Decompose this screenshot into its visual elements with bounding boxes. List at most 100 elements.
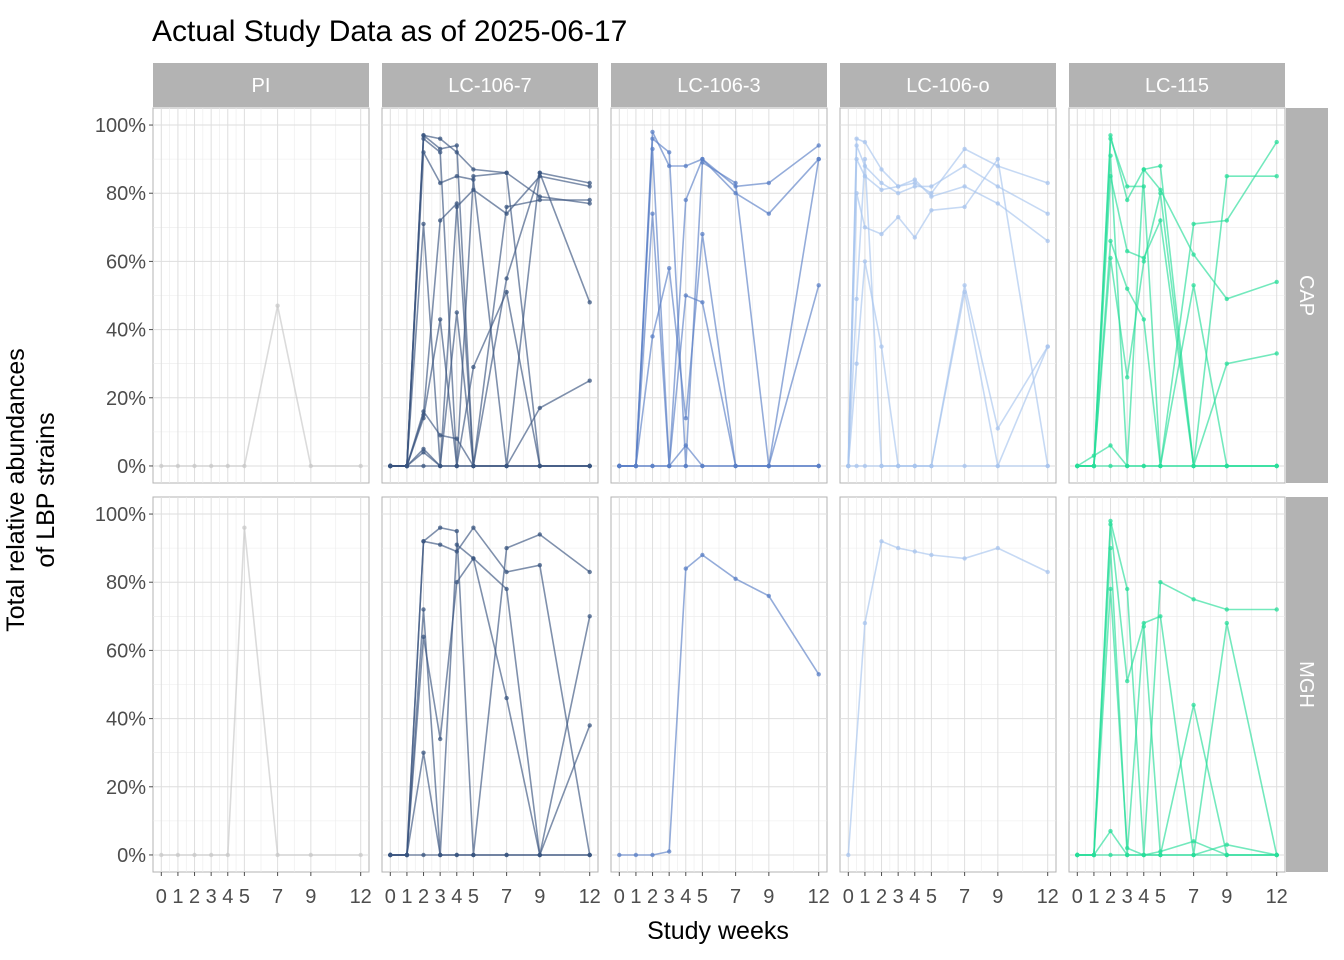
y-tick-label: 100% bbox=[95, 115, 146, 137]
data-point bbox=[846, 852, 851, 858]
data-point bbox=[1224, 296, 1230, 302]
data-point bbox=[1045, 344, 1050, 349]
data-point bbox=[854, 361, 859, 366]
data-point bbox=[504, 569, 509, 575]
x-tick-label: 2 bbox=[189, 886, 200, 908]
data-point bbox=[733, 180, 738, 186]
data-point bbox=[471, 177, 476, 182]
data-point bbox=[962, 556, 967, 561]
x-tick-label: 12 bbox=[1037, 886, 1059, 908]
data-point bbox=[454, 463, 459, 469]
data-point bbox=[1274, 279, 1279, 285]
x-tick-label: 0 bbox=[1072, 886, 1083, 908]
x-axis-title: Study weeks bbox=[647, 917, 789, 945]
data-point bbox=[1141, 167, 1147, 172]
data-point bbox=[766, 180, 771, 186]
series-7 bbox=[617, 463, 821, 469]
data-point bbox=[275, 852, 280, 858]
y-tick-label: 0% bbox=[117, 456, 146, 478]
data-point bbox=[1224, 620, 1230, 626]
data-point bbox=[537, 405, 542, 411]
data-point bbox=[1108, 828, 1113, 834]
data-point bbox=[700, 231, 705, 237]
data-point bbox=[929, 463, 934, 469]
data-point bbox=[1224, 607, 1230, 612]
data-point bbox=[454, 143, 459, 148]
data-point bbox=[438, 542, 443, 547]
data-point bbox=[1158, 852, 1163, 858]
data-point bbox=[879, 187, 884, 192]
data-point bbox=[421, 409, 426, 414]
data-point bbox=[438, 218, 443, 223]
data-point bbox=[438, 146, 443, 152]
data-point bbox=[537, 194, 542, 199]
data-point bbox=[1141, 620, 1147, 626]
data-point bbox=[929, 194, 934, 199]
series-1 bbox=[846, 539, 1050, 858]
data-point bbox=[862, 259, 868, 264]
data-point bbox=[1141, 624, 1147, 629]
data-point bbox=[1158, 218, 1163, 223]
data-point bbox=[1125, 845, 1130, 851]
data-point bbox=[587, 180, 592, 186]
x-tick-label: 2 bbox=[1105, 886, 1116, 908]
data-point bbox=[633, 463, 639, 469]
data-point bbox=[854, 143, 859, 148]
data-point bbox=[650, 334, 655, 339]
x-tick-label: 7 bbox=[730, 886, 741, 908]
data-point bbox=[1045, 211, 1050, 216]
data-point bbox=[421, 463, 426, 469]
data-point bbox=[962, 289, 967, 295]
data-point bbox=[1075, 852, 1080, 858]
data-point bbox=[504, 852, 509, 858]
data-point bbox=[159, 852, 164, 858]
facet-strip-lc-106-o: LC-106-o bbox=[840, 63, 1056, 107]
x-tick-label: 4 bbox=[680, 886, 691, 908]
x-tick-label: 0 bbox=[156, 886, 167, 908]
data-point bbox=[1158, 849, 1163, 854]
data-point bbox=[995, 156, 1000, 162]
strip-background bbox=[153, 63, 369, 107]
data-point bbox=[1108, 522, 1113, 527]
data-point bbox=[421, 150, 426, 155]
data-point bbox=[854, 191, 859, 196]
y-axis-title-line-2: of LBP strains bbox=[32, 412, 60, 567]
data-point bbox=[995, 184, 1000, 189]
series-1 bbox=[617, 552, 821, 858]
data-point bbox=[358, 463, 363, 469]
data-point bbox=[454, 852, 459, 858]
data-point bbox=[504, 463, 509, 469]
x-tick-label: 0 bbox=[614, 886, 625, 908]
data-point bbox=[879, 180, 884, 186]
data-point bbox=[912, 549, 917, 554]
x-tick-label: 3 bbox=[893, 886, 904, 908]
series-line bbox=[847, 137, 1048, 467]
x-tick-label: 7 bbox=[272, 886, 283, 908]
data-point bbox=[816, 283, 821, 288]
data-point bbox=[537, 563, 542, 568]
data-point bbox=[912, 463, 917, 469]
data-point bbox=[862, 225, 868, 230]
data-point bbox=[879, 231, 884, 237]
data-point bbox=[587, 201, 592, 206]
data-point bbox=[587, 463, 592, 469]
data-point bbox=[862, 620, 868, 626]
data-point bbox=[1191, 839, 1196, 844]
data-point bbox=[438, 150, 443, 155]
panel-lc-115-cap bbox=[1068, 107, 1286, 484]
data-point bbox=[617, 463, 622, 469]
x-tick-label: 12 bbox=[579, 886, 601, 908]
series-1 bbox=[159, 525, 363, 858]
data-point bbox=[1045, 569, 1050, 575]
data-point bbox=[667, 463, 672, 469]
data-point bbox=[504, 170, 509, 175]
data-point bbox=[962, 283, 967, 288]
data-point bbox=[388, 463, 393, 469]
data-point bbox=[421, 852, 426, 858]
y-tick-label: 100% bbox=[95, 504, 146, 526]
data-point bbox=[587, 723, 592, 728]
x-tick-label: 3 bbox=[435, 886, 446, 908]
data-point bbox=[896, 545, 901, 551]
x-tick-label: 9 bbox=[763, 886, 774, 908]
